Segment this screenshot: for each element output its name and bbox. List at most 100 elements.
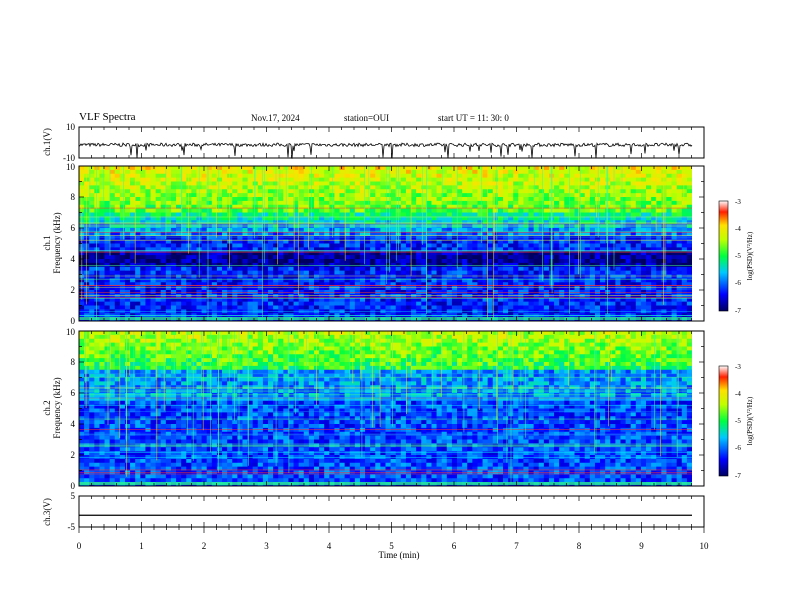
spectrogram-cell <box>584 286 591 291</box>
spectrogram-cell <box>538 208 545 213</box>
spectrogram-cell <box>124 228 131 233</box>
spectrogram-cell <box>492 243 499 248</box>
spectrogram-cell <box>574 208 581 213</box>
spectrogram-cell <box>232 266 238 272</box>
spectrogram-cell <box>671 247 678 252</box>
spectrogram-cell <box>385 305 392 310</box>
spectrogram-cell <box>130 259 136 264</box>
spectrogram-cell <box>477 169 483 175</box>
spectrogram-cell <box>686 274 693 279</box>
spectrogram-cell <box>354 181 361 186</box>
spectrogram-cell <box>84 177 90 182</box>
spectrogram-cell <box>646 259 652 264</box>
spectrogram-cell <box>375 247 381 252</box>
spectrogram-cell <box>257 197 264 202</box>
spectrogram-cell <box>446 251 453 256</box>
spectrogram-cell <box>656 297 662 303</box>
spectrogram-cell <box>288 212 294 217</box>
spectrogram-cell <box>124 231 131 237</box>
spectrogram-cell <box>216 173 223 179</box>
spectrogram-cell <box>145 239 151 244</box>
spectrogram-cell <box>543 169 550 175</box>
spectrogram-cell <box>324 297 330 303</box>
spectrogram-cell <box>334 262 340 268</box>
spectrogram-cell <box>640 189 647 194</box>
spectrogram-cell <box>487 166 494 171</box>
spectrogram-cell <box>589 166 596 171</box>
spectrogram-cell <box>375 243 381 248</box>
spectrogram-cell <box>349 259 356 264</box>
spectrogram-cell <box>222 212 228 217</box>
spectrogram-cell <box>79 346 85 351</box>
spectrogram-cell <box>472 231 478 237</box>
spectrogram-cell <box>538 286 545 291</box>
spectrogram-cell <box>237 270 243 275</box>
spectrogram-cell <box>308 247 315 252</box>
spectrogram-cell <box>380 208 386 213</box>
spectrogram-cell <box>451 262 458 268</box>
spectrogram-cell <box>124 189 131 194</box>
spectrogram-cell <box>564 305 570 310</box>
spectrogram-cell <box>191 193 197 198</box>
spectrogram-cell <box>416 216 422 221</box>
spectrogram-cell <box>206 181 213 186</box>
spectrogram-cell <box>559 259 565 264</box>
spectrogram-cell <box>365 169 371 175</box>
spectrogram-cell <box>308 293 315 299</box>
spectrogram-cell <box>554 251 560 256</box>
spectrogram-cell <box>564 301 570 306</box>
spectrogram-cell <box>359 177 366 182</box>
spectrogram-cell <box>625 274 632 279</box>
spectrogram-cell <box>145 278 151 283</box>
spectrogram-cell <box>165 220 172 225</box>
spectrogram-cell <box>262 270 269 275</box>
spectrogram-cell <box>671 274 678 279</box>
spectrogram-cell <box>145 274 151 279</box>
spectrogram-cell <box>508 278 514 283</box>
spectrogram-cell <box>181 212 187 217</box>
spectrogram-cell <box>104 193 111 198</box>
spectrogram-cell <box>686 208 693 213</box>
spectrogram-cell <box>303 228 310 233</box>
spectrogram-cell <box>160 197 167 202</box>
spectrogram-cell <box>293 181 300 186</box>
spectrogram-cell <box>676 181 683 186</box>
spectrogram-cell <box>569 293 575 299</box>
spectrogram-cell <box>344 293 351 299</box>
spectrogram-cell <box>482 212 489 217</box>
spectrogram-cell <box>528 262 535 268</box>
spectrogram-cell <box>308 286 315 291</box>
spectrogram-cell <box>242 259 248 264</box>
spectrogram-cell <box>472 181 478 186</box>
spectrogram-cell <box>150 220 157 225</box>
spectrogram-cell <box>196 282 202 287</box>
spectrogram-cell <box>681 274 688 279</box>
spectrogram-cell <box>84 293 90 299</box>
spectrogram-cell <box>181 293 187 299</box>
spectrogram-cell <box>130 220 136 225</box>
spectrogram-cell <box>666 239 672 244</box>
spectrogram-cell <box>109 181 116 186</box>
spectrogram-cell <box>543 251 550 256</box>
spectrogram-cell <box>502 270 509 275</box>
spectrogram-cell <box>298 208 305 213</box>
spectrogram-cell <box>538 293 545 299</box>
spectrogram-cell <box>288 274 294 279</box>
spectrogram-cell <box>79 466 85 471</box>
spectrogram-cell <box>472 204 478 210</box>
spectrogram-cell <box>421 255 427 260</box>
spectrogram-cell <box>222 255 228 260</box>
spectrogram-cell <box>237 293 243 299</box>
spectrogram-cell <box>247 235 254 241</box>
spectrogram-cell <box>257 297 264 303</box>
spectrogram-cell <box>283 270 289 275</box>
spectrogram-cell <box>303 189 310 194</box>
spectrogram-cell <box>421 228 427 233</box>
spectrogram-cell <box>79 435 85 440</box>
spectrogram-cell <box>635 181 642 186</box>
spectrogram-cell <box>661 220 667 225</box>
spectrogram-cell <box>375 166 381 171</box>
spectrogram-cell <box>513 266 519 272</box>
spectrogram-cell <box>273 301 279 306</box>
spectrogram-cell <box>431 293 437 299</box>
